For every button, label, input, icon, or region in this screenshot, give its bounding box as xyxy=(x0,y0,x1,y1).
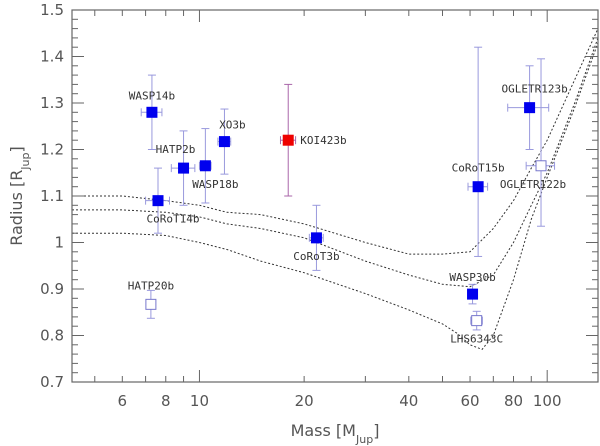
filled-marker xyxy=(218,136,230,148)
filled-marker xyxy=(310,232,322,244)
y-tick-label: 1.2 xyxy=(40,141,64,159)
point-label: OGLETR122b xyxy=(500,178,566,191)
x-axis-label: Mass [MJup] xyxy=(291,421,380,446)
y-tick-label: 1 xyxy=(54,234,64,252)
data-markers xyxy=(145,102,547,327)
x-tick-label: 80 xyxy=(504,392,523,410)
x-axis-label-close: ] xyxy=(373,421,379,440)
point-label: HATP2b xyxy=(156,143,196,156)
point-label: CoRoT3b xyxy=(293,250,339,263)
x-axis-label-sub: Jup xyxy=(355,433,373,446)
point-label: WASP30b xyxy=(449,271,495,284)
y-tick-label: 1.1 xyxy=(40,187,64,205)
filled-marker xyxy=(524,102,536,114)
filled-marker xyxy=(146,106,158,118)
x-tick-label: 10 xyxy=(190,392,209,410)
filled-marker xyxy=(467,288,479,300)
filled-marker xyxy=(199,160,211,172)
point-label: LHS6343C xyxy=(450,333,503,346)
plot-frame xyxy=(71,9,599,383)
model-curve-2 xyxy=(72,37,599,288)
point-label: CoRoT15b xyxy=(452,162,505,175)
point-label: XO3b xyxy=(219,119,246,132)
y-tick-label: 0.8 xyxy=(40,327,64,345)
open-marker xyxy=(535,160,547,172)
highlight-marker xyxy=(282,134,294,146)
y-axis-label: Radius [RJup] xyxy=(7,146,32,246)
y-tick-label: 0.7 xyxy=(40,373,64,391)
model-curve-3 xyxy=(72,42,599,350)
x-tick-label: 8 xyxy=(161,392,171,410)
point-label: CoRoT14b xyxy=(147,213,200,226)
y-axis-label-main: Radius [R xyxy=(7,170,26,246)
open-marker xyxy=(145,298,157,310)
y-tick-label: 1.5 xyxy=(40,1,64,19)
x-tick-label: 40 xyxy=(399,392,418,410)
filled-marker xyxy=(152,195,164,207)
x-tick-label: 20 xyxy=(295,392,314,410)
point-label: HATP20b xyxy=(128,279,174,292)
y-tick-label: 1.3 xyxy=(40,94,64,112)
model-curves xyxy=(72,28,599,350)
y-tick-label: 0.9 xyxy=(40,280,64,298)
point-label: WASP18b xyxy=(192,178,238,191)
filled-marker xyxy=(472,181,484,193)
x-tick-label: 6 xyxy=(118,392,128,410)
open-marker xyxy=(471,315,483,327)
point-label: WASP14b xyxy=(129,89,175,102)
y-axis-label-close: ] xyxy=(7,146,26,152)
point-labels: WASP14b HATP2b XO3b WASP18b CoRoT14b KOI423b C… xyxy=(128,83,568,346)
x-tick-label: 60 xyxy=(460,392,479,410)
filled-marker xyxy=(178,162,190,174)
axes: 6 8 10 20 40 60 80 100 0.7 0.8 0.9 1 1.1 1.2 1.3 1.4 1.5 xyxy=(40,1,599,410)
y-axis-label-sub: Jup xyxy=(19,152,32,170)
point-label: KOI423b xyxy=(300,134,346,147)
y-tick-label: 1.4 xyxy=(40,48,64,66)
x-tick-label: 100 xyxy=(533,392,562,410)
model-curve-1 xyxy=(72,28,599,255)
point-label: OGLETR123b xyxy=(501,83,567,96)
x-axis-label-main: Mass [M xyxy=(291,421,356,440)
